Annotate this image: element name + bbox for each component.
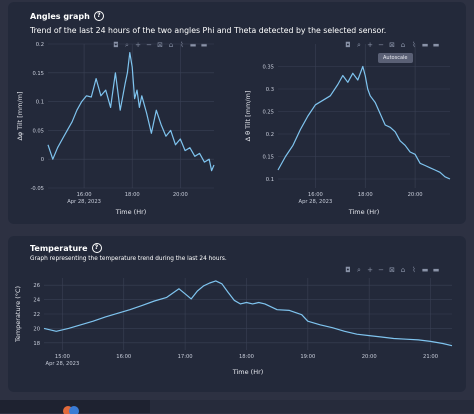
x-tick-label: 17:00 [178,354,193,360]
spike-icon[interactable]: ⌇ [412,41,416,49]
series-line [277,65,451,180]
camera-icon[interactable]: ◘ [113,41,119,49]
home-icon[interactable]: ⌂ [400,41,406,49]
y-axis-title: Δφ Tilt [mm/m] [16,91,24,140]
temperature-title: Temperature [30,243,88,253]
zoom-icon[interactable]: ⌕ [357,266,361,274]
brand-logo [63,406,79,414]
x-date-label: Apr 28, 2023 [67,199,101,205]
x-axis-title: Time (Hr) [348,208,380,216]
x-date-label: Apr 28, 2023 [299,199,333,205]
y-tick-label: 0.2 [36,42,44,48]
y-axis-title: Δ θ Tilt [mm/m] [244,91,252,142]
compare-icon[interactable]: ▬ [421,266,429,274]
x-tick-label: 15:00 [55,354,70,360]
x-tick-label: 20:00 [362,354,377,360]
y-tick-label: 0.05 [32,128,44,134]
spike-icon[interactable]: ⌇ [180,41,184,49]
temperature-title-row: Temperature ? [30,243,102,253]
plus-icon[interactable]: + [135,41,141,49]
x-tick-label: 20:00 [408,192,423,198]
x-axis-title: Time (Hr) [232,368,264,376]
camera-icon[interactable]: ◘ [345,41,351,49]
angles-card: Angles graph ? Trend of the last 24 hour… [8,2,466,224]
help-icon[interactable]: ? [91,243,102,253]
x-axis-title: Time (Hr) [115,208,147,216]
y-tick-label: 24 [33,298,40,304]
x-tick-label: 16:00 [116,354,131,360]
camera-icon[interactable]: ◘ [345,266,351,274]
y-tick-label: 0.35 [262,65,274,71]
compare-icon[interactable]: ▬ [189,41,197,49]
hover-icon[interactable]: ▬ [200,41,208,49]
y-tick-label: 0.25 [262,110,274,116]
y-tick-label: 0.1 [36,100,44,106]
plus-icon[interactable]: + [367,41,373,49]
zoom-icon[interactable]: ⌕ [357,41,361,49]
y-tick-label: 22 [33,312,40,318]
compare-icon[interactable]: ▬ [421,41,429,49]
y-tick-label: 0.15 [262,155,274,161]
minus-icon[interactable]: − [378,266,384,274]
minus-icon[interactable]: − [378,41,384,49]
minus-icon[interactable]: − [146,41,152,49]
y-tick-label: -0.05 [31,186,44,192]
autoscale-tooltip: Autoscale [378,53,413,63]
y-tick-label: 18 [33,341,40,347]
spike-icon[interactable]: ⌇ [412,266,416,274]
help-icon[interactable]: ? [93,11,104,21]
x-tick-label: 21:00 [423,354,438,360]
angles-title: Angles graph [30,11,90,21]
y-axis-title: Temperature (°C) [14,286,22,343]
y-tick-label: 0.15 [32,71,44,77]
angles-description: Trend of the last 24 hours of the two an… [30,26,387,35]
temperature-toolbar: ◘ ⌕ + − ⊠ ⌂ ⌇ ▬ ▬ [344,266,440,274]
x-date-label: Apr 28, 2023 [46,361,80,367]
angles-title-row: Angles graph ? [30,11,104,21]
angles-phi-toolbar: ◘ ⌕ + − ⊠ ⌂ ⌇ ▬ ▬ [112,41,208,49]
zoom-icon[interactable]: ⌕ [125,41,129,49]
hover-icon[interactable]: ▬ [432,41,440,49]
series-line [47,51,215,172]
angles-theta-toolbar: ◘ ⌕ + − ⊠ ⌂ ⌇ ▬ ▬ [344,41,440,49]
home-icon[interactable]: ⌂ [168,41,174,49]
plus-icon[interactable]: + [367,266,373,274]
autoscale-icon[interactable]: ⊠ [157,41,163,49]
y-tick-label: 20 [33,326,40,332]
hover-icon[interactable]: ▬ [432,266,440,274]
y-tick-label: 26 [33,283,40,289]
temperature-description: Graph representing the temperature trend… [30,256,227,262]
y-tick-label: 0 [41,157,44,163]
x-tick-label: 16:00 [308,192,323,198]
x-tick-label: 18:00 [239,354,254,360]
x-tick-label: 20:00 [173,192,188,198]
x-tick-label: 18:00 [358,192,373,198]
autoscale-icon[interactable]: ⊠ [389,266,395,274]
temperature-card: Temperature ? Graph representing the tem… [8,236,466,392]
series-line [43,280,453,347]
x-tick-label: 18:00 [125,192,140,198]
y-tick-label: 0.2 [266,132,274,138]
autoscale-icon[interactable]: ⊠ [389,41,395,49]
y-tick-label: 0.1 [266,177,274,183]
x-tick-label: 16:00 [77,192,92,198]
y-tick-label: 0.3 [266,87,274,93]
x-tick-label: 19:00 [300,354,315,360]
home-icon[interactable]: ⌂ [400,266,406,274]
